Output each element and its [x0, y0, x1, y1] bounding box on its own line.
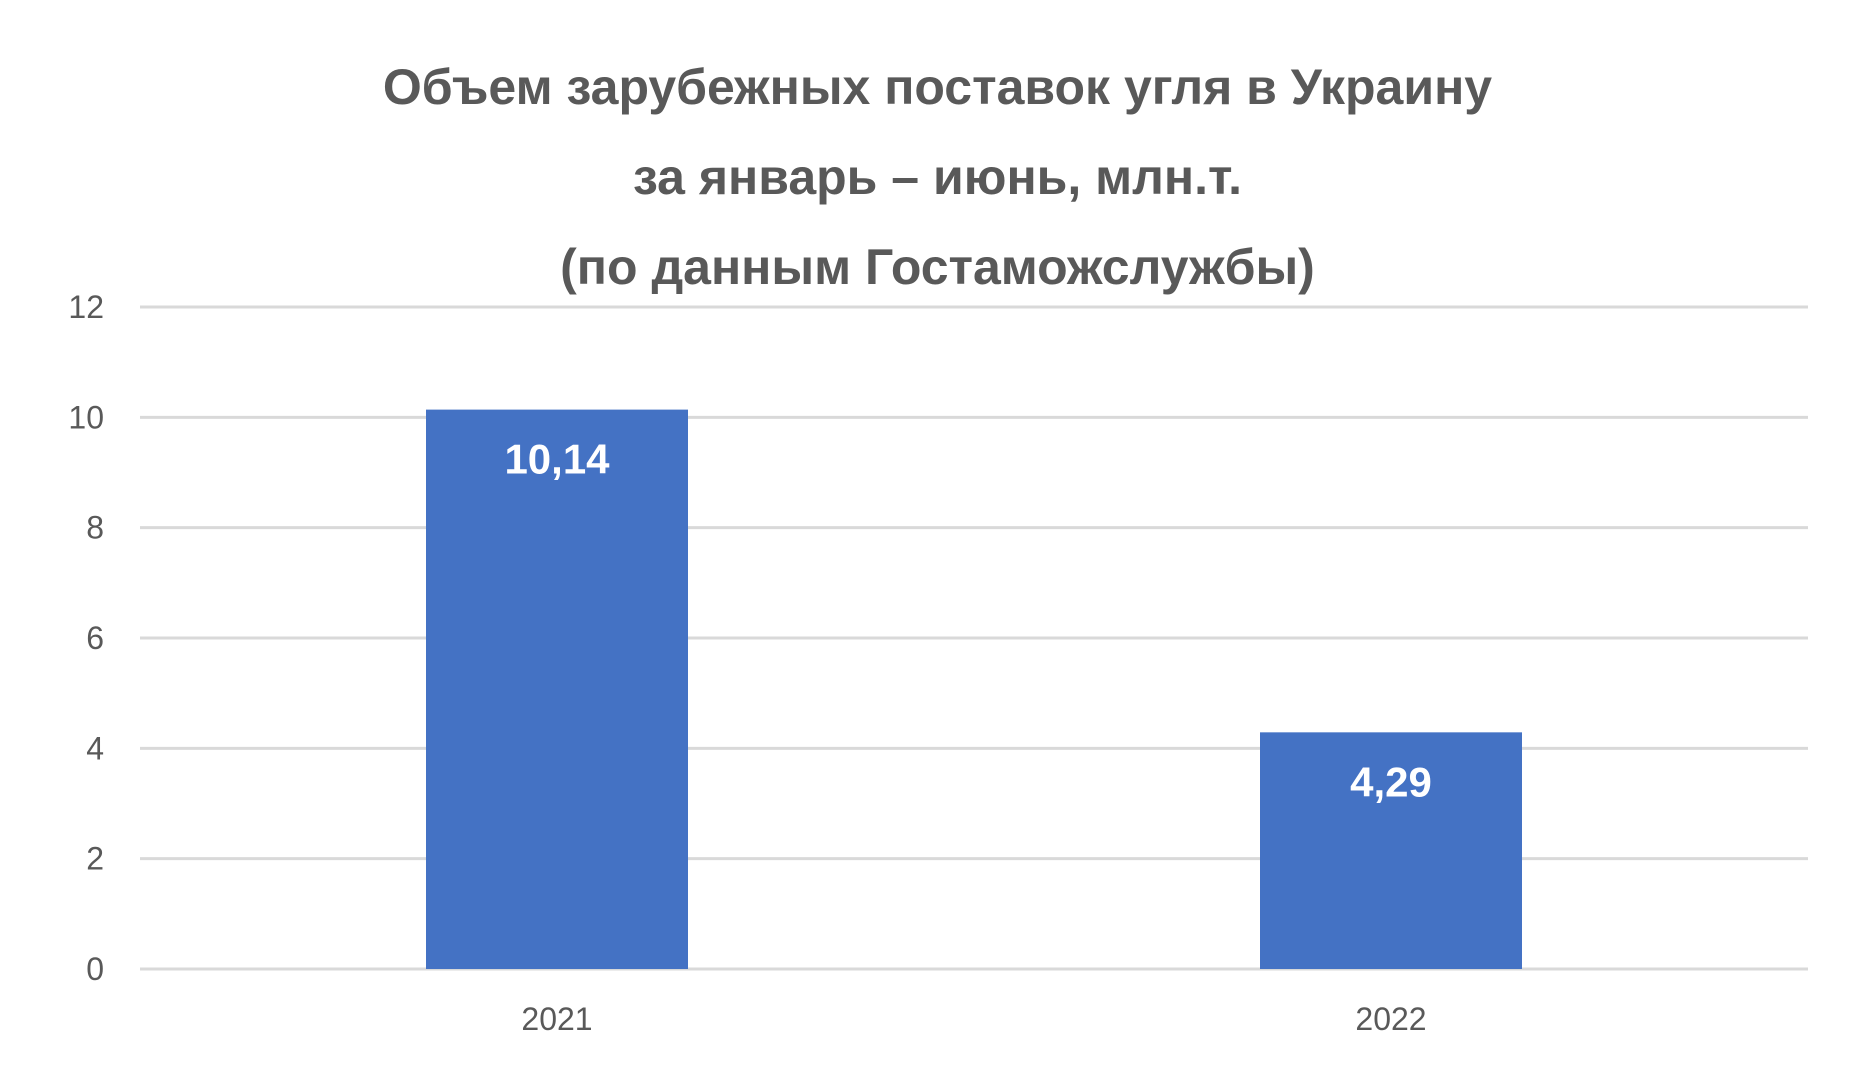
y-tick-label-10: 10 [68, 399, 104, 435]
y-axis-ticks: 0 2 4 6 8 10 12 [68, 289, 104, 987]
y-tick-label-2: 2 [86, 841, 104, 877]
data-label-2022: 4,29 [1350, 758, 1432, 805]
gridlines [140, 305, 1808, 971]
y-tick-label-12: 12 [68, 289, 104, 325]
chart-title-line-3: (по данным Гостаможслужбы) [560, 239, 1315, 295]
data-label-2021: 10,14 [504, 436, 610, 483]
bar-2022 [1260, 732, 1522, 969]
data-labels: 10,14 4,29 [504, 436, 1431, 806]
bar-2021 [426, 409, 688, 969]
y-tick-label-0: 0 [86, 951, 104, 987]
bars [426, 409, 1522, 969]
y-tick-label-6: 6 [86, 620, 104, 656]
y-tick-label-8: 8 [86, 510, 104, 546]
x-tick-label-2021: 2021 [521, 1001, 592, 1037]
chart-title-line-1: Объем зарубежных поставок угля в Украину [382, 59, 1493, 115]
x-axis-ticks: 2021 2022 [521, 1001, 1426, 1037]
y-tick-label-4: 4 [86, 730, 104, 766]
chart-title: Объем зарубежных поставок угля в Украину… [0, 42, 1875, 312]
chart-title-line-2: за январь – июнь, млн.т. [632, 149, 1242, 205]
x-tick-label-2022: 2022 [1355, 1001, 1426, 1037]
